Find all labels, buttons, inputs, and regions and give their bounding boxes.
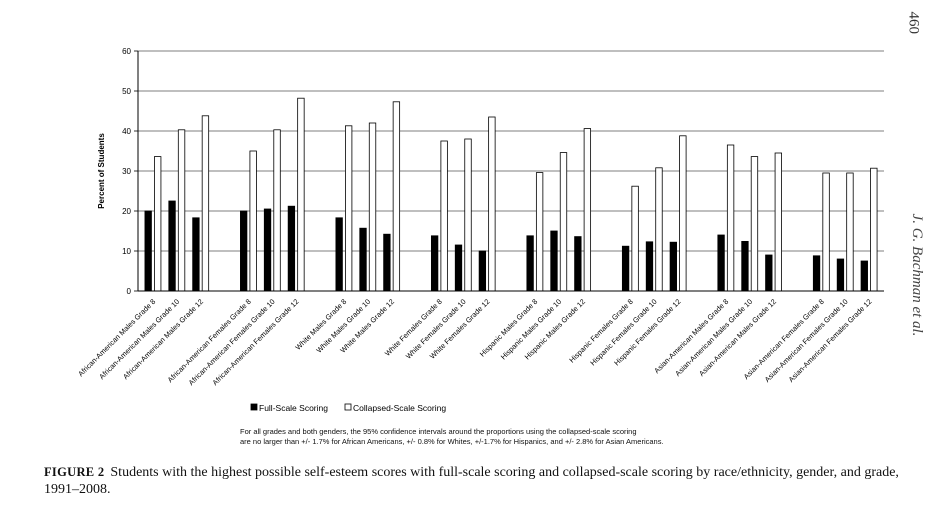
bar-collapsed-scale <box>201 115 210 292</box>
y-tick-label: 20 <box>122 207 131 216</box>
bar-full-scale <box>717 234 725 292</box>
bar-full-scale <box>383 233 391 292</box>
y-ticks: 0 10 20 30 40 50 60 <box>122 47 138 296</box>
chart: 0 10 20 30 40 50 60 African-American Males Gra… <box>76 47 884 413</box>
bar-full-scale <box>669 241 677 292</box>
chart-note: For all grades and both genders, the 95%… <box>240 427 800 447</box>
figure-caption: FIGURE 2 Students with the highest possib… <box>44 464 904 498</box>
bar-full-scale <box>287 205 296 292</box>
bar-full-scale <box>144 210 152 292</box>
bar-collapsed-scale <box>488 116 496 292</box>
bar-full-scale <box>645 241 654 292</box>
bar-full-scale <box>860 260 868 292</box>
bar-collapsed-scale <box>177 129 186 292</box>
bar-full-scale <box>478 250 487 292</box>
bar-collapsed-scale <box>368 122 377 292</box>
bar-collapsed-scale <box>392 101 401 292</box>
bar-collapsed-scale <box>846 172 854 292</box>
bar-collapsed-scale <box>631 185 639 292</box>
gridlines <box>138 50 884 252</box>
category-label: African-American Females Grade 8 <box>166 297 253 384</box>
legend-label-full: Full-Scale Scoring <box>259 403 328 413</box>
chart-note-line-1: For all grades and both genders, the 95%… <box>240 427 637 436</box>
figure-caption-text: Students with the highest possible self-… <box>44 465 899 497</box>
bar-collapsed-scale <box>154 156 162 292</box>
y-tick-label: 60 <box>122 47 131 56</box>
bar-full-scale <box>454 244 463 292</box>
bar-collapsed-scale <box>249 150 257 292</box>
bar-collapsed-scale <box>559 152 568 292</box>
bar-full-scale <box>168 200 176 292</box>
bar-full-scale <box>836 258 845 292</box>
bar-collapsed-scale <box>679 135 687 292</box>
bar-full-scale <box>765 254 773 292</box>
legend-label-collapsed: Collapsed-Scale Scoring <box>353 403 446 413</box>
bar-collapsed-scale <box>726 144 735 292</box>
y-tick-label: 10 <box>122 247 131 256</box>
bar-full-scale <box>550 230 558 292</box>
legend: Full-Scale Scoring Collapsed-Scale Scori… <box>250 403 446 413</box>
y-tick-label: 40 <box>122 127 131 136</box>
bar-full-scale <box>526 235 534 292</box>
legend-swatch-collapsed <box>344 403 352 411</box>
bar-collapsed-scale <box>345 125 353 292</box>
bar-collapsed-scale <box>750 156 759 292</box>
legend-swatch-full <box>250 403 258 411</box>
bar-collapsed-scale <box>822 172 830 292</box>
y-tick-label: 50 <box>122 87 131 96</box>
bars <box>144 97 878 292</box>
bar-full-scale <box>741 240 749 292</box>
figure-label: FIGURE 2 <box>44 465 105 479</box>
bar-full-scale <box>335 217 343 292</box>
bar-full-scale <box>263 208 272 292</box>
bar-full-scale <box>192 217 200 292</box>
bar-full-scale <box>621 245 630 292</box>
bar-collapsed-scale <box>273 129 281 292</box>
bar-collapsed-scale <box>535 172 544 292</box>
bar-full-scale <box>812 255 821 292</box>
bar-full-scale <box>574 236 582 292</box>
bar-full-scale <box>359 227 367 292</box>
bar-collapsed-scale <box>870 167 878 292</box>
bar-collapsed-scale <box>297 97 305 292</box>
bar-full-scale <box>430 235 439 292</box>
y-tick-label: 30 <box>122 167 131 176</box>
bar-collapsed-scale <box>583 128 592 292</box>
bar-full-scale <box>240 210 248 292</box>
y-tick-label: 0 <box>127 287 132 296</box>
y-axis-label: Percent of Students <box>97 133 106 209</box>
bar-collapsed-scale <box>464 138 472 292</box>
category-labels: African-American Males Grade 8African-Am… <box>76 297 873 387</box>
bar-collapsed-scale <box>774 152 782 292</box>
chart-note-line-2: are no larger than +/- 1.7% for African … <box>240 437 664 446</box>
bar-collapsed-scale <box>440 140 448 292</box>
bar-collapsed-scale <box>655 167 663 292</box>
